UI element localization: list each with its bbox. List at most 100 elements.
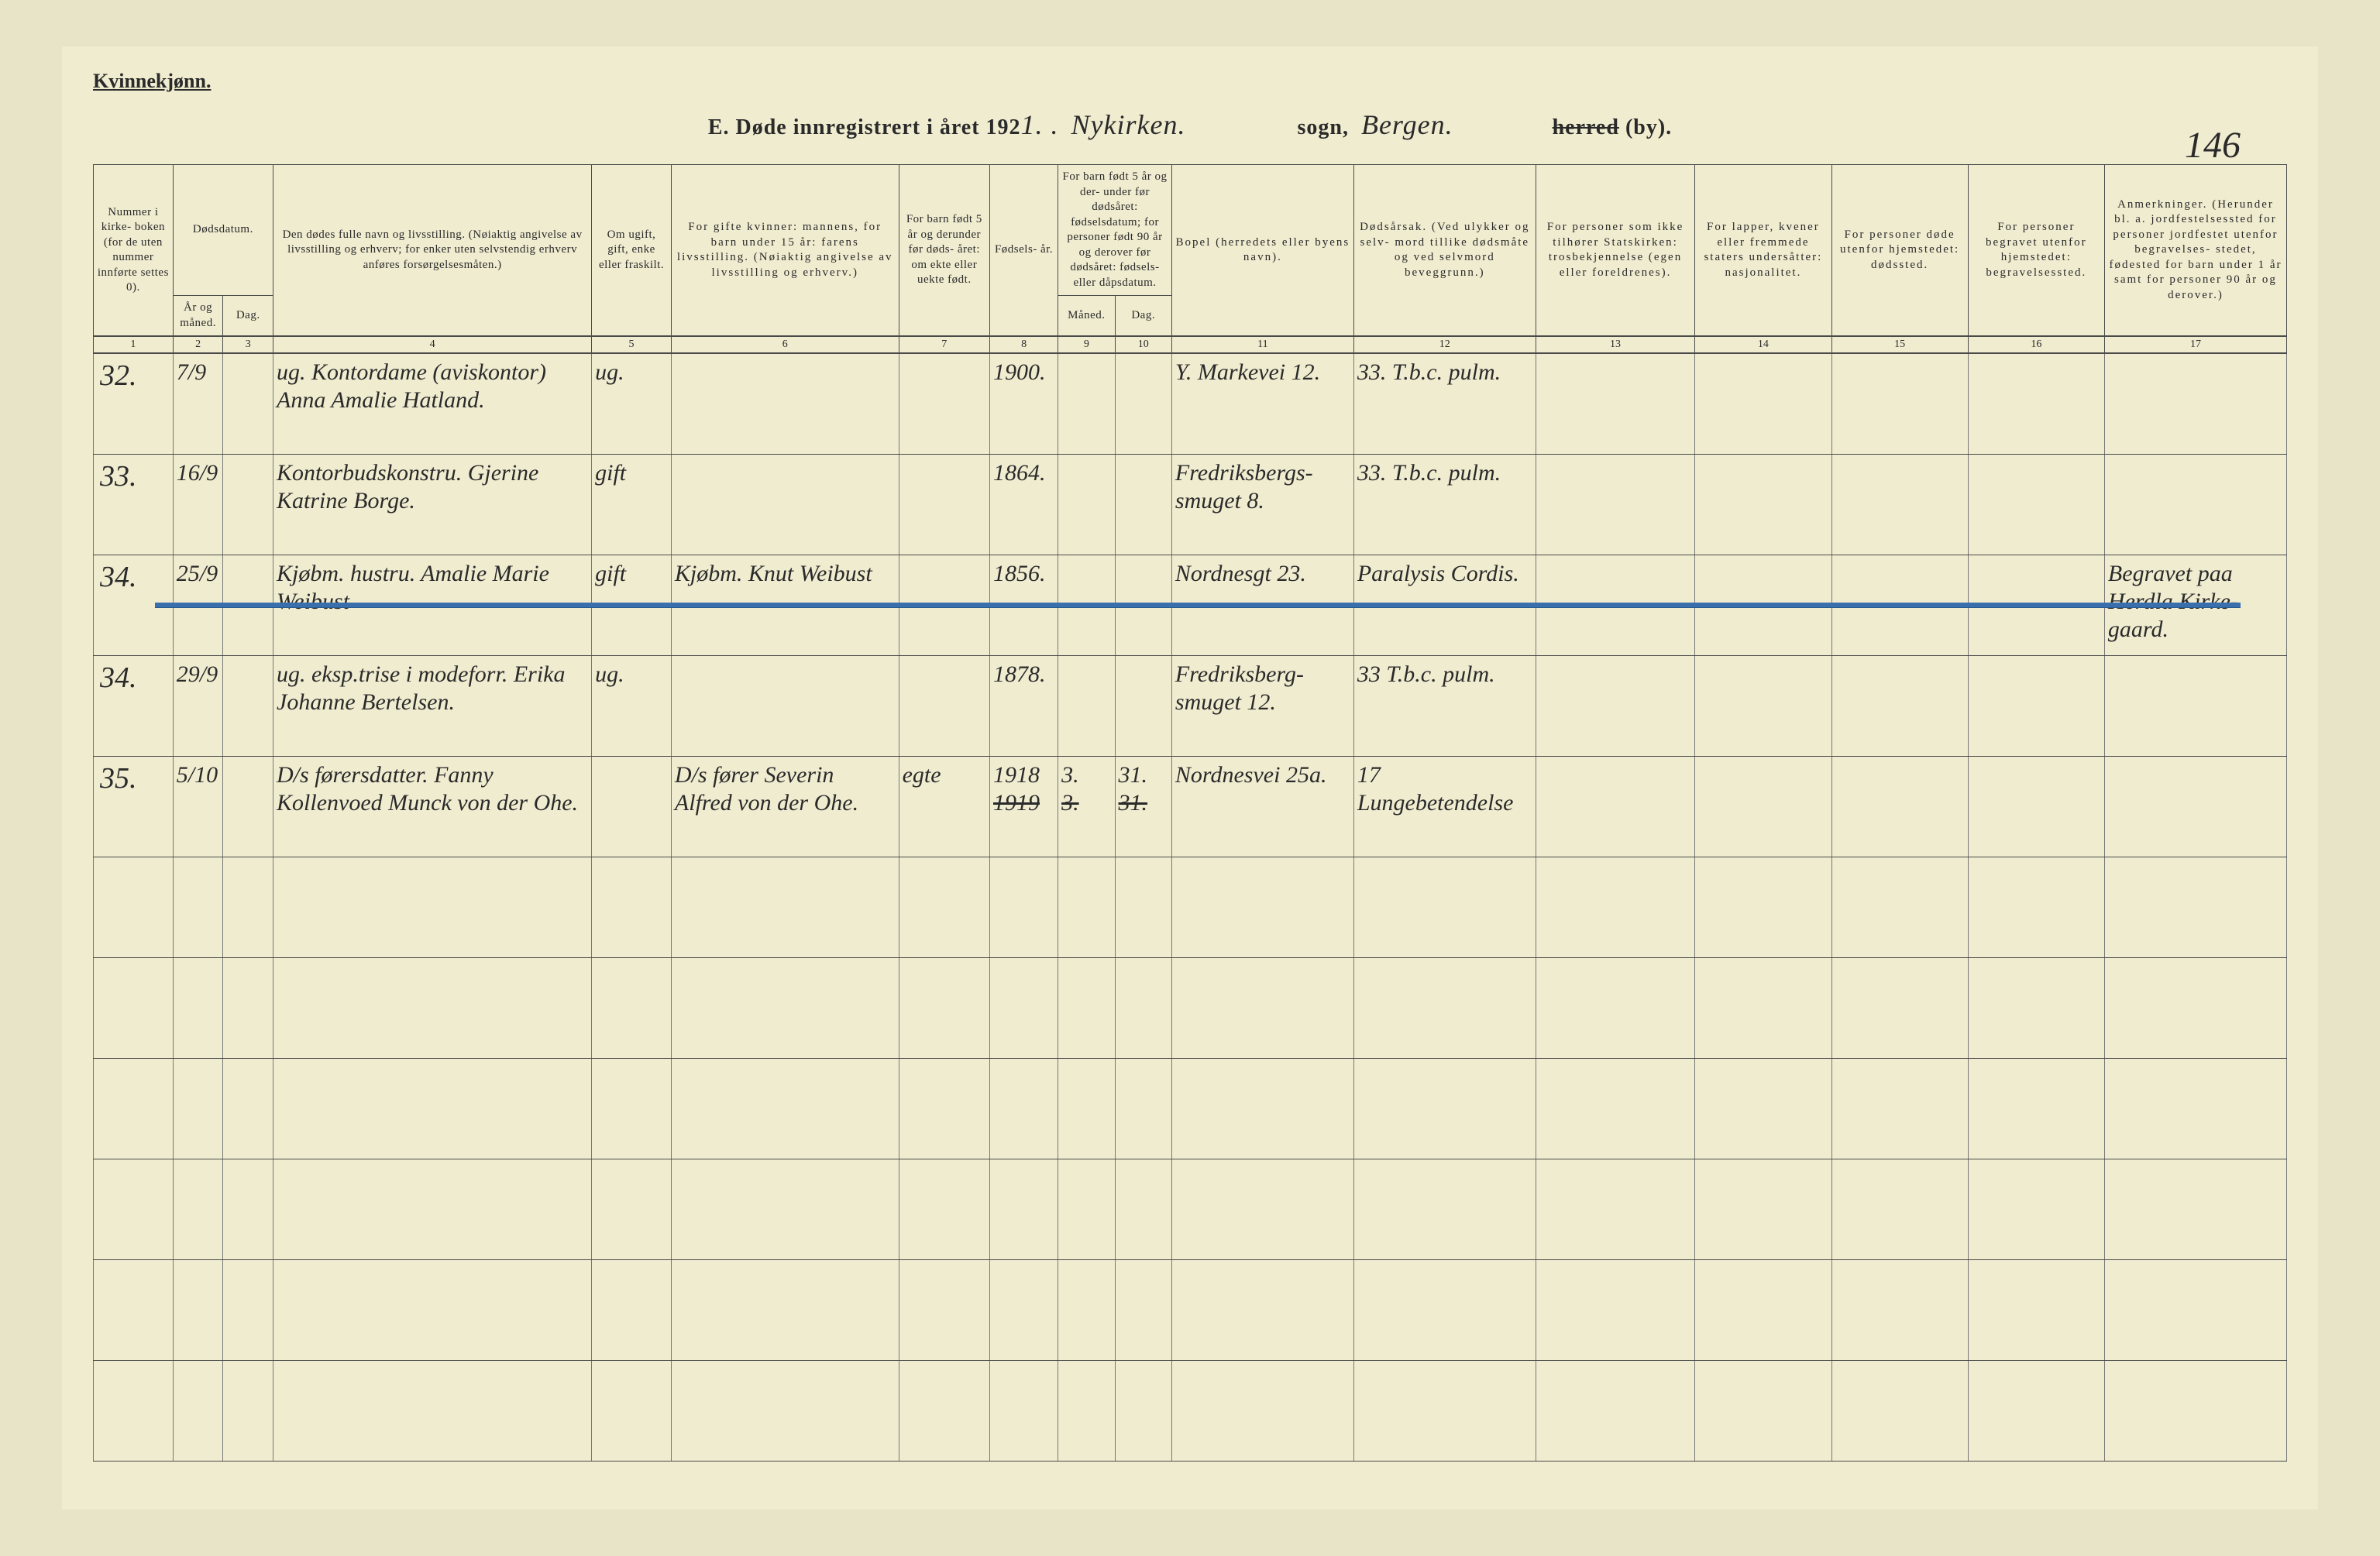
cell: 3.3.: [1058, 756, 1115, 857]
empty-cell: [990, 1259, 1058, 1360]
empty-cell: [173, 1058, 223, 1159]
empty-cell: [1353, 1058, 1536, 1159]
col-6-header: For gifte kvinner: mannens, for barn und…: [671, 165, 899, 337]
table-row: 32.7/9ug. Kontordame (aviskontor) Anna A…: [94, 353, 2287, 454]
empty-cell: [1058, 1360, 1115, 1461]
cell: [1115, 655, 1171, 756]
empty-cell: [173, 1259, 223, 1360]
empty-cell: [592, 1259, 672, 1360]
cell: 33 T.b.c. pulm.: [1353, 655, 1536, 756]
cell: 34.: [94, 655, 174, 756]
empty-cell: [592, 1058, 672, 1159]
empty-cell: [1536, 1259, 1695, 1360]
cell: [671, 655, 899, 756]
cell: 5/10: [173, 756, 223, 857]
empty-cell: [2104, 1259, 2286, 1360]
cell: Kontorbudskonstru. Gjerine Katrine Borge…: [273, 454, 592, 555]
colnum: 14: [1695, 336, 1831, 353]
cell: 1900.: [990, 353, 1058, 454]
col-5-header: Om ugift, gift, enke eller fraskilt.: [592, 165, 672, 337]
col-12-header: Dødsårsak. (Ved ulykker og selv- mord ti…: [1353, 165, 1536, 337]
empty-cell: [2104, 1058, 2286, 1159]
table-row: 35.5/10D/s førersdatter. Fanny Kollenvoe…: [94, 756, 2287, 857]
empty-cell: [1353, 1159, 1536, 1259]
colnum: 5: [592, 336, 672, 353]
empty-cell: [173, 1159, 223, 1259]
empty-cell: [990, 1360, 1058, 1461]
empty-cell: [1695, 1159, 1831, 1259]
empty-cell: [1058, 857, 1115, 957]
empty-cell: [1058, 957, 1115, 1058]
empty-cell: [1115, 1058, 1171, 1159]
cell: [1968, 655, 2104, 756]
empty-cell: [1695, 957, 1831, 1058]
col-14-header: For lapper, kvener eller fremmede stater…: [1695, 165, 1831, 337]
col-16-header: For personer begravet utenfor hjemstedet…: [1968, 165, 2104, 337]
title-sogn: sogn,: [1297, 115, 1348, 139]
cell: 31.31.: [1115, 756, 1171, 857]
table-row: 34.29/9ug. eksp.trise i modeforr. Erika …: [94, 655, 2287, 756]
empty-cell: [671, 1259, 899, 1360]
empty-cell: [273, 1159, 592, 1259]
empty-cell: [223, 1259, 273, 1360]
cell: [1831, 756, 1968, 857]
cell: [1695, 454, 1831, 555]
empty-cell: [273, 1259, 592, 1360]
table-row: 33.16/9Kontorbudskonstru. Gjerine Katrin…: [94, 454, 2287, 555]
register-table: Nummer i kirke- boken (for de uten numme…: [93, 164, 2287, 1462]
empty-cell: [1058, 1159, 1115, 1259]
colnum: 13: [1536, 336, 1695, 353]
colnum: 6: [671, 336, 899, 353]
cell: egte: [899, 756, 989, 857]
colnum: 1: [94, 336, 174, 353]
empty-cell: [94, 1058, 174, 1159]
cell: [1536, 655, 1695, 756]
cell: 17 Lungebetendelse: [1353, 756, 1536, 857]
colnum: 9: [1058, 336, 1115, 353]
empty-cell: [899, 1259, 989, 1360]
empty-cell: [1968, 857, 2104, 957]
empty-cell: [1695, 1259, 1831, 1360]
cell: [2104, 454, 2286, 555]
cell: 32.: [94, 353, 174, 454]
empty-row: [94, 957, 2287, 1058]
empty-cell: [1171, 1360, 1353, 1461]
cell: gift: [592, 454, 672, 555]
colnum: 16: [1968, 336, 2104, 353]
title-year: 1. .: [1021, 109, 1059, 140]
empty-cell: [223, 1159, 273, 1259]
cell: [1831, 655, 1968, 756]
empty-row: [94, 1058, 2287, 1159]
empty-cell: [273, 1360, 592, 1461]
col-9-10-group: For barn født 5 år og der- under før død…: [1058, 165, 1172, 296]
empty-cell: [1968, 957, 2104, 1058]
empty-cell: [1171, 1058, 1353, 1159]
empty-cell: [1831, 1058, 1968, 1159]
cell: 1864.: [990, 454, 1058, 555]
empty-cell: [1968, 1259, 2104, 1360]
empty-cell: [1968, 1360, 2104, 1461]
empty-cell: [94, 1159, 174, 1259]
empty-cell: [273, 1058, 592, 1159]
cell: [1058, 655, 1115, 756]
empty-cell: [671, 1360, 899, 1461]
cell: Fredriksberg- smuget 12.: [1171, 655, 1353, 756]
empty-cell: [899, 1159, 989, 1259]
col-17-header: Anmerkninger. (Herunder bl. a. jordfeste…: [2104, 165, 2286, 337]
empty-cell: [1171, 857, 1353, 957]
col-9-header: Måned.: [1058, 296, 1115, 337]
empty-cell: [671, 957, 899, 1058]
empty-cell: [173, 1360, 223, 1461]
colnum: 11: [1171, 336, 1353, 353]
cell: [1058, 454, 1115, 555]
col-2-3-group: Dødsdatum.: [173, 165, 273, 296]
col-10-header: Dag.: [1115, 296, 1171, 337]
cell: [899, 454, 989, 555]
empty-rows: [94, 857, 2287, 1461]
col-2-header: År og måned.: [173, 296, 223, 337]
cell: [592, 756, 672, 857]
cell: 7/9: [173, 353, 223, 454]
colnum: 15: [1831, 336, 1968, 353]
cell: [1695, 756, 1831, 857]
col-1-header: Nummer i kirke- boken (for de uten numme…: [94, 165, 174, 337]
